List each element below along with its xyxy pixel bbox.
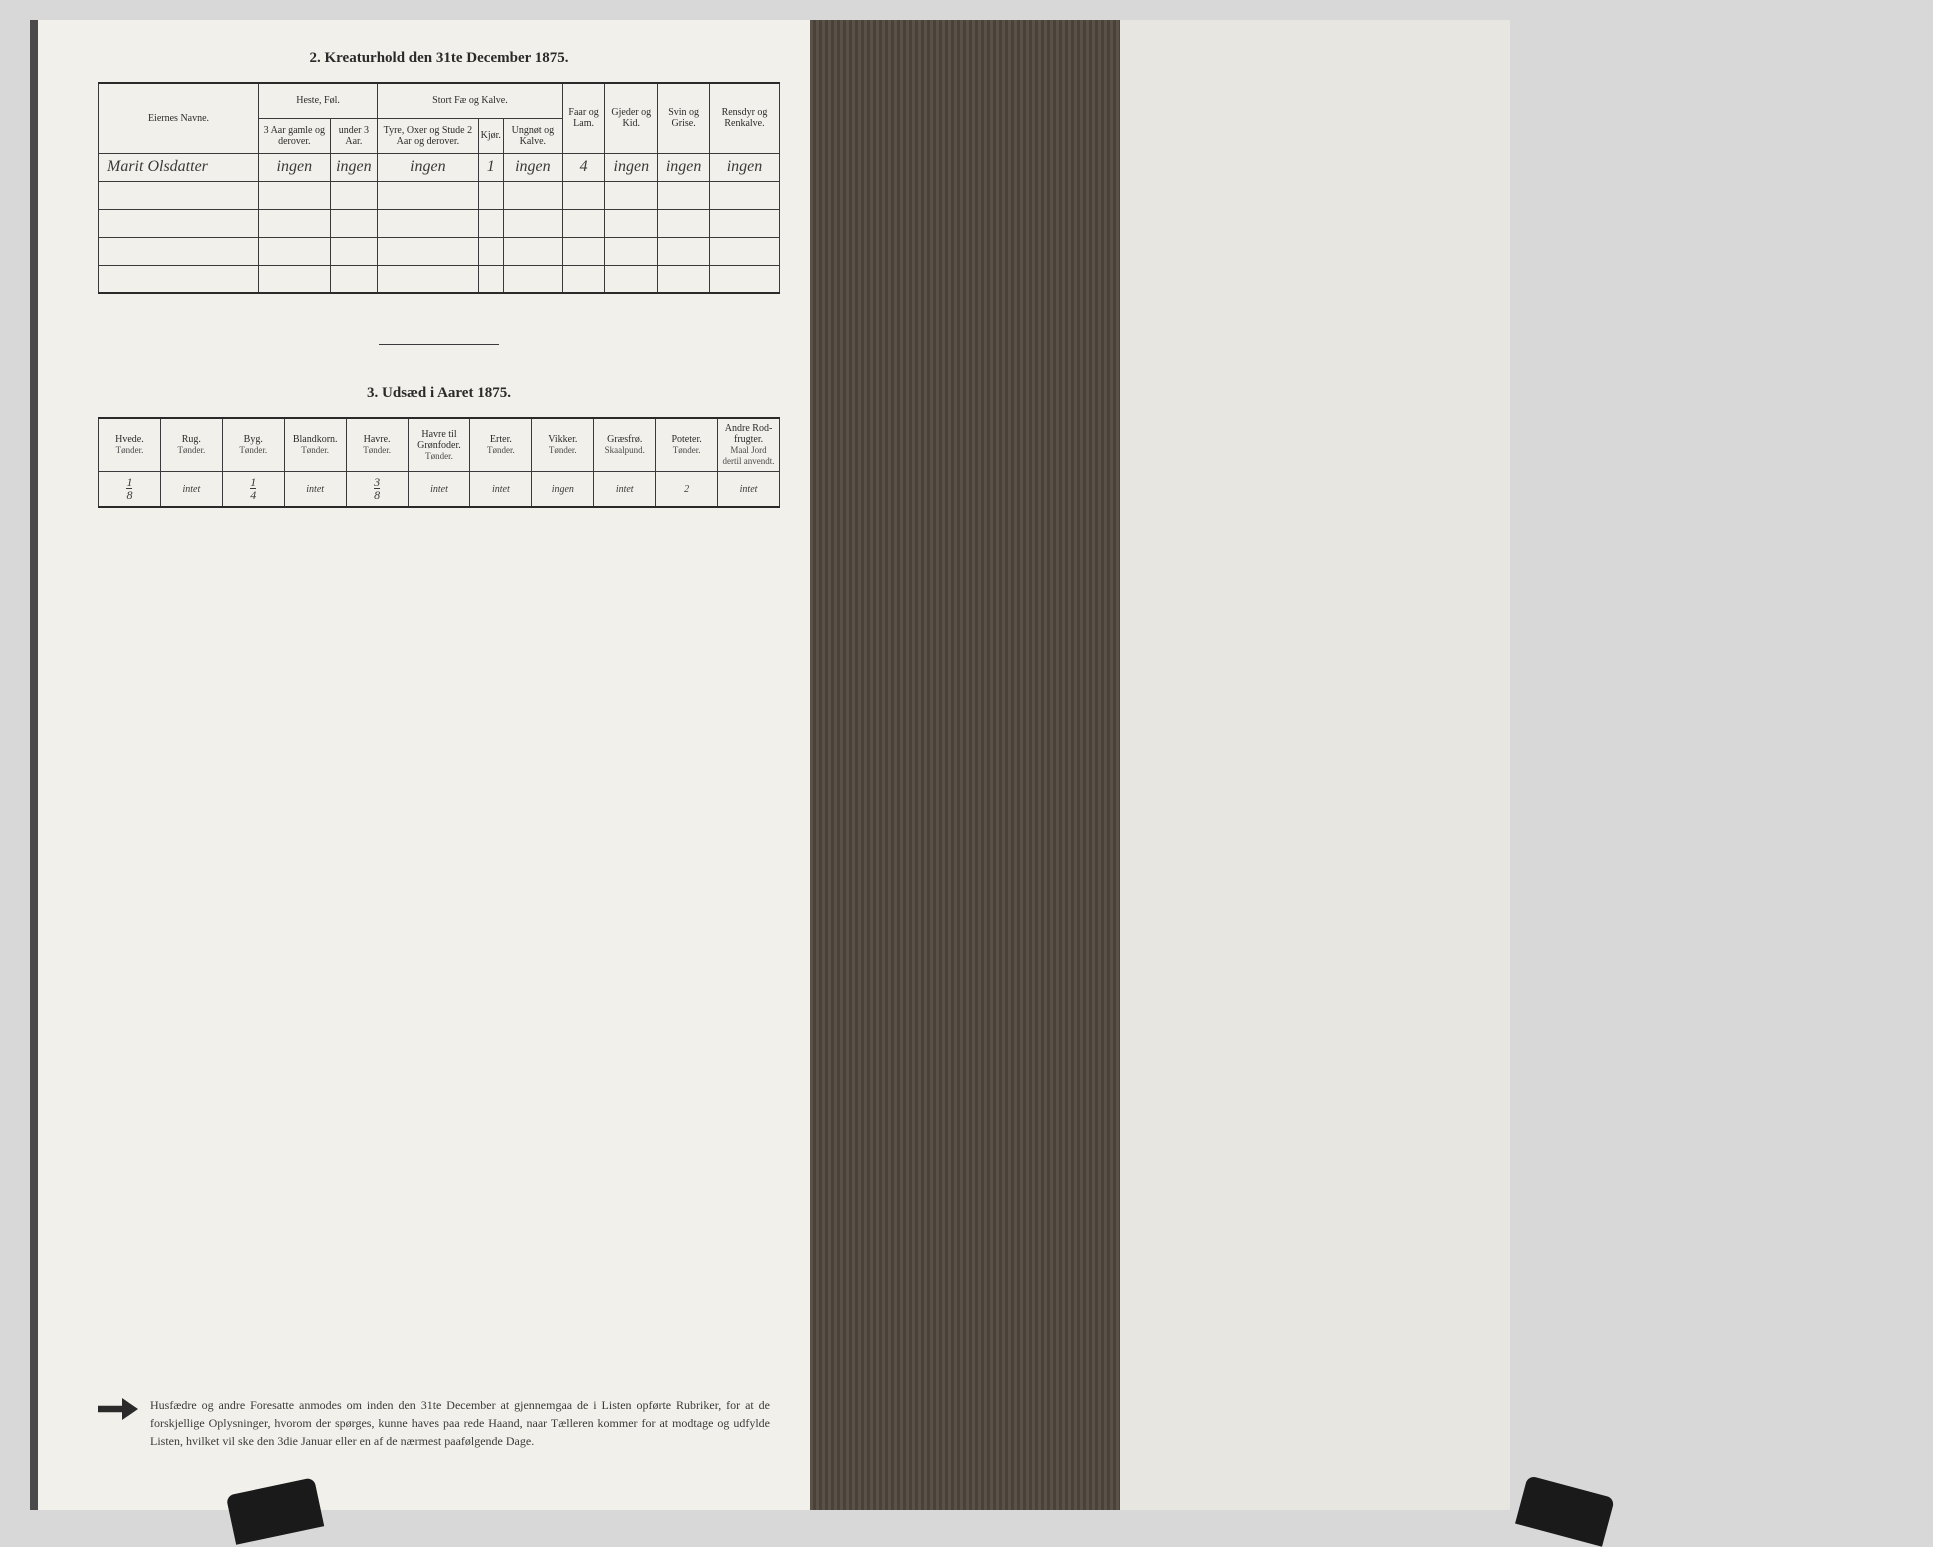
header-cows: Kjør. [478, 118, 503, 153]
cell: intet [284, 472, 346, 508]
cell: 1 [478, 153, 503, 181]
header-potatoes: Poteter.Tønder. [656, 418, 718, 472]
book-cover-texture [810, 20, 1120, 1510]
table-row: Marit Olsdatter ingen ingen ingen 1 inge… [99, 153, 780, 181]
cell: ingen [378, 153, 479, 181]
owner-name: Marit Olsdatter [99, 153, 259, 181]
section2-title: 3. Udsæd i Aaret 1875. [98, 385, 780, 402]
header-grassseed: Græsfrø.Skaalpund. [594, 418, 656, 472]
header-name: Eiernes Navne. [99, 83, 259, 153]
footer-text: Husfædre og andre Foresatte anmodes om i… [150, 1396, 770, 1450]
header-goats: Gjeder og Kid. [605, 83, 658, 153]
table-row [99, 209, 780, 237]
cell: ingen [658, 153, 710, 181]
cell: 14 [222, 472, 284, 508]
header-pigs: Svin og Grise. [658, 83, 710, 153]
header-rootveg: Andre Rod-frugter.Maal Jord dertil anven… [718, 418, 780, 472]
cell: intet [408, 472, 470, 508]
cell: ingen [503, 153, 562, 181]
left-page: 2. Kreaturhold den 31te December 1875. E… [30, 20, 810, 1510]
divider [379, 344, 499, 345]
cell: intet [470, 472, 532, 508]
header-horses: Heste, Føl. [259, 83, 378, 118]
table-row [99, 237, 780, 265]
header-cattle: Stort Fæ og Kalve. [378, 83, 563, 118]
cell: 4 [562, 153, 605, 181]
header-oats: Havre.Tønder. [346, 418, 408, 472]
cell: 38 [346, 472, 408, 508]
footer-notice: Husfædre og andre Foresatte anmodes om i… [98, 1396, 770, 1450]
cell: intet [160, 472, 222, 508]
header-calves: Ungnøt og Kalve. [503, 118, 562, 153]
header-wheat: Hvede.Tønder. [99, 418, 161, 472]
cell: intet [718, 472, 780, 508]
cell: ingen [532, 472, 594, 508]
table-row: 18 intet 14 intet 38 intet intet ingen i… [99, 472, 780, 508]
cell: ingen [259, 153, 331, 181]
header-barley: Byg.Tønder. [222, 418, 284, 472]
document-scan: 2. Kreaturhold den 31te December 1875. E… [30, 20, 1510, 1510]
header-bulls: Tyre, Oxer og Stude 2 Aar og derover. [378, 118, 479, 153]
header-sheep: Faar og Lam. [562, 83, 605, 153]
header-mixed: Blandkorn.Tønder. [284, 418, 346, 472]
pointing-hand-icon [98, 1398, 138, 1420]
header-peas: Erter.Tønder. [470, 418, 532, 472]
livestock-table: Eiernes Navne. Heste, Føl. Stort Fæ og K… [98, 82, 780, 294]
table-row [99, 265, 780, 293]
header-horses-young: under 3 Aar. [330, 118, 378, 153]
cell: intet [594, 472, 656, 508]
cell: 18 [99, 472, 161, 508]
table-row [99, 181, 780, 209]
header-horses-old: 3 Aar gamle og derover. [259, 118, 331, 153]
header-greenfodder: Havre til Grønfoder.Tønder. [408, 418, 470, 472]
header-vetches: Vikker.Tønder. [532, 418, 594, 472]
header-rye: Rug.Tønder. [160, 418, 222, 472]
header-reindeer: Rensdyr og Renkalve. [710, 83, 780, 153]
cell: ingen [605, 153, 658, 181]
cell: ingen [330, 153, 378, 181]
section1-title: 2. Kreaturhold den 31te December 1875. [98, 50, 780, 67]
cell: 2 [656, 472, 718, 508]
pen-holder-icon [1515, 1475, 1615, 1547]
cell: ingen [710, 153, 780, 181]
seed-table: Hvede.Tønder. Rug.Tønder. Byg.Tønder. Bl… [98, 417, 780, 508]
